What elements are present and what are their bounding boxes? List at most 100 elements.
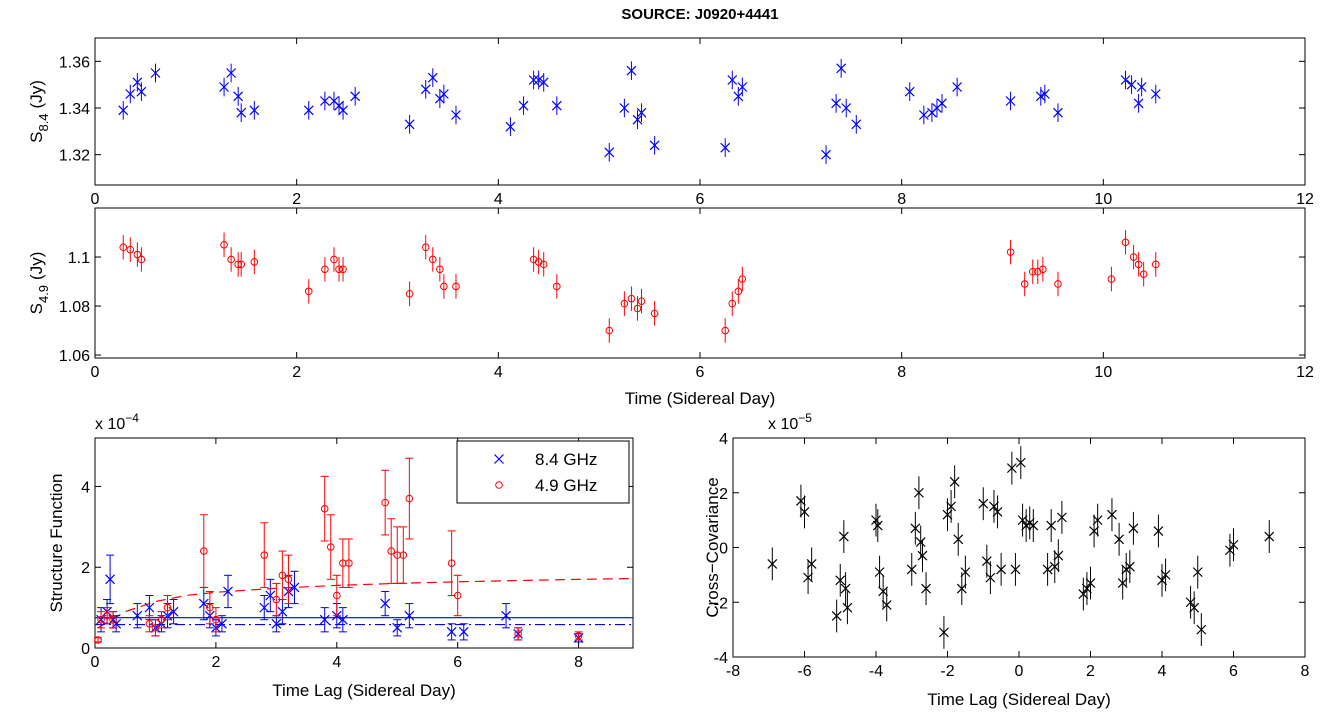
multiplier-exp: −5 (798, 411, 812, 425)
marker (949, 476, 960, 487)
marker (447, 559, 456, 567)
marker (1264, 531, 1275, 542)
marker (453, 591, 462, 600)
marker (878, 586, 889, 597)
marker (319, 614, 330, 625)
marker (632, 114, 643, 125)
marker (953, 534, 964, 545)
chart-title: SOURCE: J0920+4441 (621, 6, 778, 23)
marker (1053, 107, 1063, 118)
marker (996, 564, 1007, 575)
marker (767, 559, 778, 569)
x-tick-label: 8 (574, 654, 583, 671)
marker (874, 567, 885, 578)
marker (1054, 280, 1062, 288)
marker (1017, 515, 1028, 526)
x-tick-label: 6 (1229, 663, 1238, 680)
x-tick-label: 0 (1015, 663, 1024, 680)
multiplier-exp: −4 (125, 411, 139, 425)
marker (1006, 248, 1015, 256)
marker (840, 583, 851, 594)
marker (636, 107, 647, 118)
marker (1117, 578, 1128, 589)
marker (918, 110, 929, 120)
marker (946, 501, 956, 512)
x-tick-label: -8 (726, 663, 740, 680)
y-axis-label: Structure Function (47, 474, 66, 613)
y-tick-label: 1.34 (59, 101, 90, 118)
marker (960, 567, 971, 578)
marker (236, 107, 247, 118)
marker (250, 258, 259, 266)
y-label-main: Structure Function (47, 474, 66, 613)
marker (533, 75, 544, 85)
marker (842, 602, 853, 613)
marker (277, 606, 288, 617)
marker (737, 82, 748, 92)
marker (226, 68, 237, 78)
marker (405, 289, 414, 298)
marker (806, 559, 817, 569)
marker (249, 105, 260, 116)
marker (841, 103, 852, 113)
marker (906, 564, 917, 575)
y-label-main: S (27, 303, 46, 314)
y-tick-label: 0 (81, 641, 90, 658)
marker (145, 619, 154, 628)
marker (133, 250, 142, 259)
marker (1189, 602, 1200, 613)
marker (1078, 589, 1089, 599)
marker (956, 583, 967, 594)
marker (387, 547, 396, 555)
plot-frame (732, 437, 1306, 658)
marker (1136, 82, 1147, 92)
x-tick-label: 4 (332, 654, 341, 671)
marker (1042, 564, 1053, 575)
marker (109, 615, 117, 624)
y-tick-label: 4 (81, 479, 90, 496)
marker (326, 543, 335, 551)
marker (289, 582, 300, 593)
x-tick-label: 2 (1086, 663, 1095, 680)
marker (831, 611, 842, 621)
marker (392, 622, 403, 633)
marker (553, 282, 561, 291)
marker (428, 255, 437, 264)
y-tick-label: 4 (719, 431, 728, 448)
marker (627, 294, 636, 303)
multiplier-base: x 10 (768, 416, 798, 433)
marker (163, 603, 172, 612)
marker (144, 602, 155, 613)
marker (728, 299, 737, 308)
y-tick-label: 0 (719, 541, 728, 558)
x-tick-label: 2 (211, 654, 220, 671)
axis-multiplier: x 10−4 (95, 411, 139, 433)
marker (200, 547, 208, 555)
legend-label: 8.4 GHz (535, 450, 597, 469)
marker (626, 65, 637, 76)
marker (427, 72, 438, 83)
marker (237, 260, 246, 269)
marker (538, 77, 549, 88)
marker (501, 610, 511, 621)
marker (350, 91, 361, 102)
x-axis-label: Time Lag (Sidereal Day) (272, 681, 456, 700)
marker (915, 537, 926, 547)
marker (421, 243, 430, 252)
marker (1157, 575, 1167, 586)
marker (1192, 567, 1203, 578)
marker (446, 626, 457, 637)
marker (1126, 79, 1137, 90)
marker (604, 147, 615, 158)
x-tick-label: 6 (696, 364, 705, 381)
marker (937, 98, 947, 109)
y-tick-label: 1.1 (68, 250, 90, 267)
marker (440, 282, 448, 291)
marker (259, 602, 270, 613)
marker (1107, 275, 1116, 283)
marker (733, 91, 744, 102)
marker (734, 287, 743, 296)
marker (260, 551, 269, 559)
marker (1010, 564, 1021, 575)
